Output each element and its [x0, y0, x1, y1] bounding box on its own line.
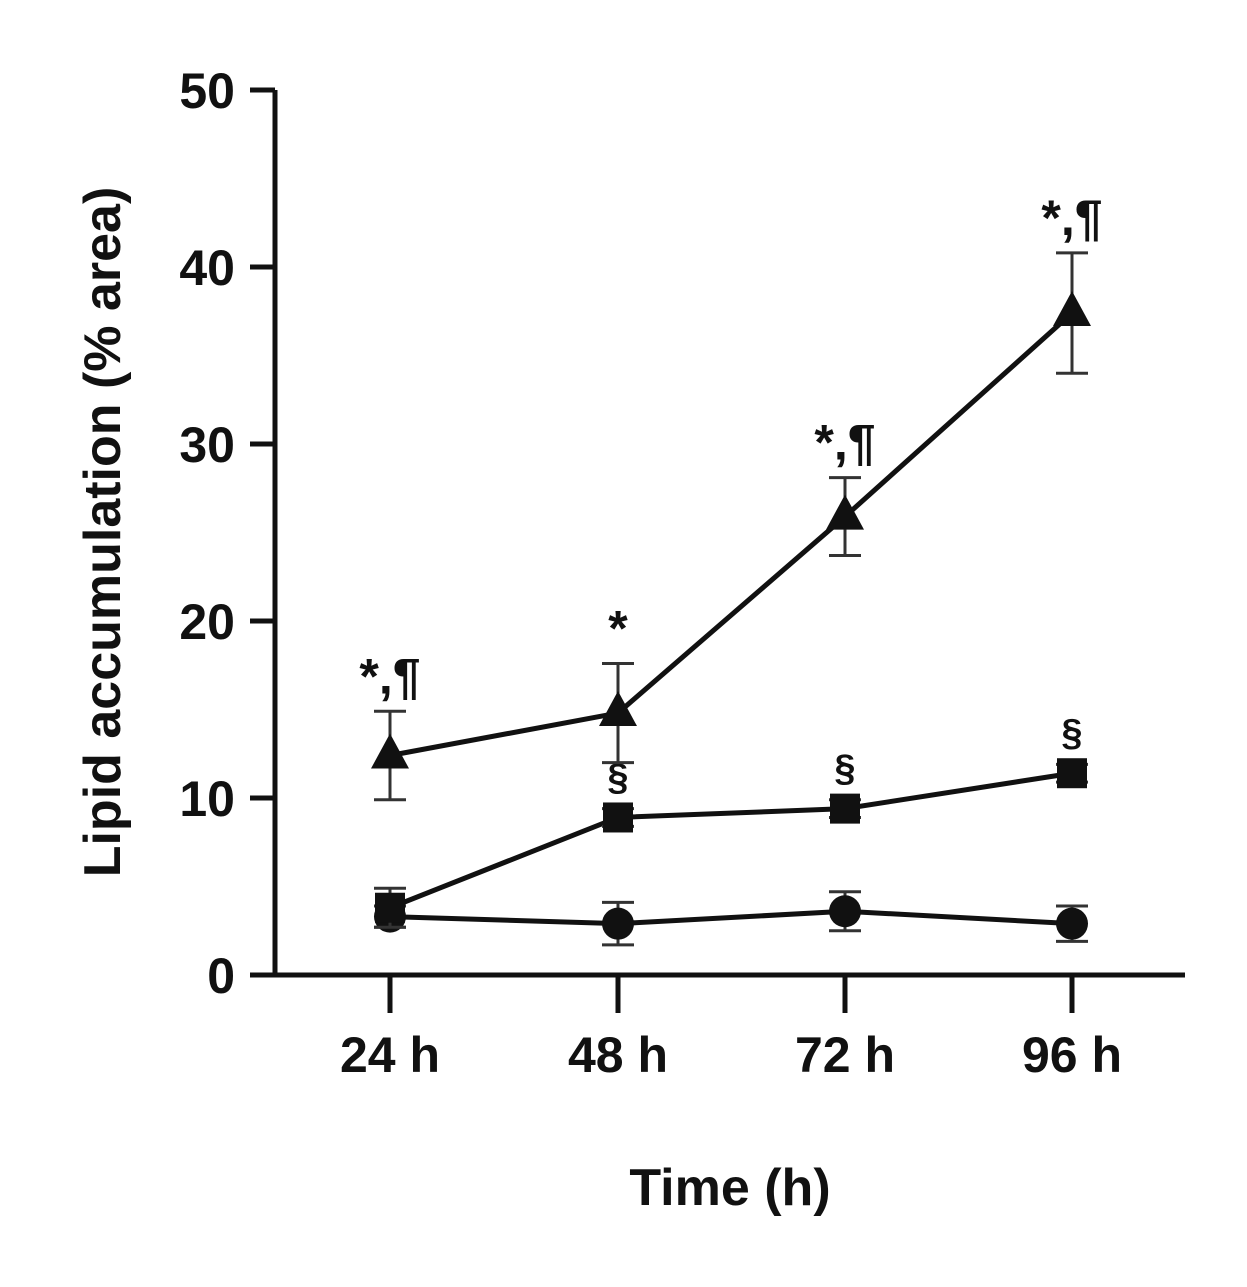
square-marker — [603, 802, 633, 833]
series-circle — [374, 890, 1088, 947]
series-line-circle — [389, 908, 1073, 927]
significance-annotation: * — [608, 600, 628, 656]
circle-marker — [1056, 907, 1088, 940]
y-tick-label: 50 — [179, 63, 235, 119]
y-tick-label: 30 — [179, 417, 235, 473]
y-tick-label: 0 — [207, 948, 235, 1004]
series-square: § § § — [374, 712, 1088, 929]
series-triangle: *,¶ * *,¶ *,¶ — [359, 190, 1103, 802]
series-line-triangle — [389, 311, 1074, 758]
x-tick-label: 48 h — [568, 1027, 668, 1083]
significance-annotation: § — [607, 756, 628, 798]
series-layer: § § § *,¶ * *,¶ *,¶ — [359, 190, 1103, 947]
significance-annotation: § — [1061, 712, 1082, 754]
y-tick-label: 20 — [179, 594, 235, 650]
square-marker — [1057, 758, 1087, 789]
triangle-marker — [371, 733, 409, 769]
x-axis-label: Time (h) — [629, 1159, 830, 1217]
axes: 0 10 20 30 40 50 24 h 48 h 72 h 96 h — [179, 63, 1185, 1083]
significance-annotation: *,¶ — [814, 415, 875, 471]
circle-marker — [829, 895, 861, 928]
series-line-square — [389, 770, 1073, 911]
triangle-marker — [1053, 291, 1091, 327]
significance-annotation: *,¶ — [359, 648, 420, 704]
y-tick-label: 40 — [179, 240, 235, 296]
triangle-marker — [599, 691, 637, 727]
significance-annotation: *,¶ — [1041, 190, 1102, 246]
x-tick-label: 72 h — [795, 1027, 895, 1083]
significance-annotation: § — [834, 748, 855, 790]
square-marker — [375, 892, 405, 923]
circle-marker — [602, 907, 634, 940]
y-tick-label: 10 — [179, 771, 235, 827]
x-tick-label: 96 h — [1022, 1027, 1122, 1083]
square-marker — [830, 793, 860, 824]
x-tick-label: 24 h — [340, 1027, 440, 1083]
y-axis-label: Lipid accumulation (% area) — [74, 187, 132, 878]
triangle-marker — [826, 494, 864, 530]
